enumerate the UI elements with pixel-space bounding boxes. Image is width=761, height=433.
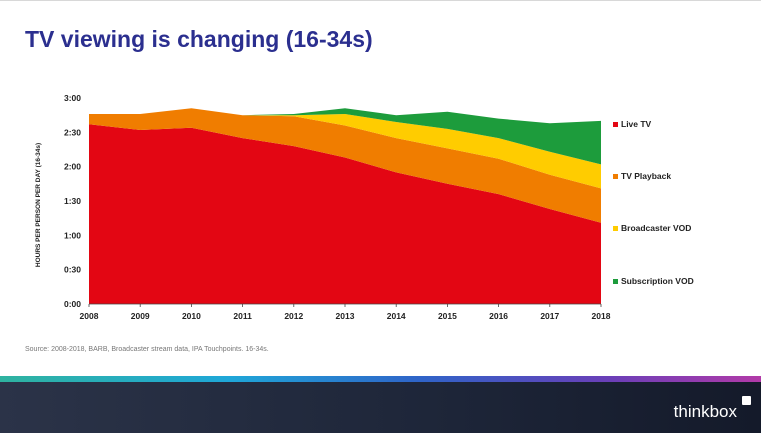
x-tick-label: 2010 [182, 311, 201, 321]
source-note: Source: 2008-2018, BARB, Broadcaster str… [25, 346, 269, 353]
legend-label: Live TV [621, 119, 652, 129]
legend: Live TV TV Playback Broadcaster VOD Subscri… [613, 119, 694, 286]
y-tick-label: 3:00 [64, 93, 81, 103]
x-tick-label: 2014 [387, 311, 406, 321]
legend-item-tv-playback: TV Playback [613, 171, 671, 181]
area-subscription-vod [89, 108, 601, 165]
y-tick-label: 1:00 [64, 230, 81, 240]
legend-label: Subscription VOD [621, 276, 694, 286]
legend-label: TV Playback [621, 171, 671, 181]
chart-areas [89, 108, 601, 304]
y-tick-label: 2:30 [64, 127, 81, 137]
legend-swatch [613, 174, 618, 179]
top-divider [0, 0, 761, 1]
x-tick-label: 2012 [284, 311, 303, 321]
y-axis-label: HOURS PER PERSON PER DAY (16-34s) [35, 143, 42, 267]
y-tick-label: 2:00 [64, 162, 81, 172]
legend-item-subscription-vod: Subscription VOD [613, 276, 694, 286]
area-live-tv [89, 124, 601, 304]
y-axis-ticks: 0:00 0:30 1:00 1:30 2:00 2:30 3:00 [64, 93, 81, 309]
y-tick-label: 0:30 [64, 265, 81, 275]
legend-swatch [613, 122, 618, 127]
footer-stripe [0, 376, 761, 382]
legend-swatch [613, 226, 618, 231]
x-tick-label: 2009 [131, 311, 150, 321]
x-tick-label: 2008 [80, 311, 99, 321]
legend-item-broadcaster-vod: Broadcaster VOD [613, 223, 691, 233]
y-tick-label: 0:00 [64, 299, 81, 309]
legend-label: Broadcaster VOD [621, 223, 691, 233]
brand-logo: thinkbox [673, 402, 737, 421]
x-tick-label: 2015 [438, 311, 457, 321]
x-tick-label: 2017 [540, 311, 559, 321]
x-tick-label: 2011 [233, 311, 252, 321]
footer-bar: thinkbox [0, 382, 761, 433]
area-broadcaster-vod [89, 108, 601, 189]
legend-swatch [613, 279, 618, 284]
stacked-area-chart: 0:00 0:30 1:00 1:30 2:00 2:30 3:00 2008 2009 201… [35, 93, 694, 321]
x-tick-label: 2013 [336, 311, 355, 321]
area-tv-playback [89, 108, 601, 223]
x-axis-ticks: 2008 2009 2010 2011 2012 2013 2014 2015 2016 2017… [80, 304, 611, 321]
logo-square-icon [742, 396, 751, 405]
legend-item-live-tv: Live TV [613, 119, 652, 129]
x-tick-label: 2016 [489, 311, 508, 321]
slide-title: TV viewing is changing (16-34s) [25, 26, 373, 52]
x-tick-label: 2018 [592, 311, 611, 321]
y-tick-label: 1:30 [64, 196, 81, 206]
